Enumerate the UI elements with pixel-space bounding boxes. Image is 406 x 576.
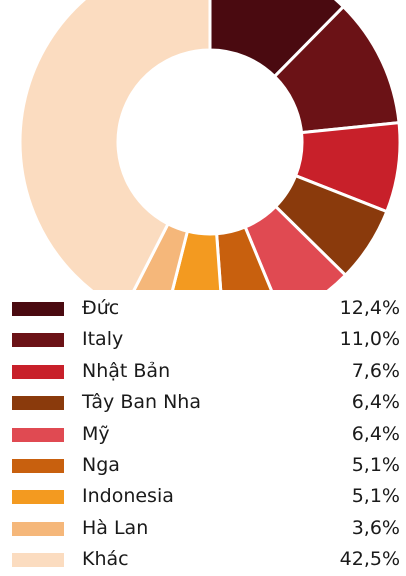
legend-label: Nhật Bản <box>82 359 171 382</box>
donut-slice-4 <box>243 204 348 290</box>
legend-label: Đức <box>82 297 120 319</box>
donut-slice-8 <box>18 0 212 290</box>
legend-swatch <box>12 427 64 442</box>
legend-label: Hà Lan <box>82 516 149 539</box>
legend-item: Nga 5,1% <box>0 450 406 481</box>
legend-label: Italy <box>82 328 124 351</box>
legend-label: Mỹ <box>82 422 110 445</box>
donut-slice-5 <box>215 225 273 290</box>
legend-value: 11,0% <box>339 328 400 351</box>
legend-swatch <box>12 553 64 568</box>
legend-value: 5,1% <box>351 453 400 476</box>
legend-item: Nhật Bản 7,6% <box>0 356 406 387</box>
legend-label: Tây Ban Nha <box>82 391 201 414</box>
legend-item: Khác 42,5% <box>0 544 406 575</box>
legend-swatch <box>12 302 64 316</box>
legend-label: Nga <box>82 453 120 476</box>
legend-item: Italy 11,0% <box>0 324 406 355</box>
legend-label: Khác <box>82 548 129 571</box>
legend-label: Indonesia <box>82 485 174 508</box>
legend-item: Đức 12,4% <box>0 293 406 324</box>
legend-value: 12,4% <box>339 297 400 319</box>
legend-item: Indonesia 5,1% <box>0 481 406 512</box>
legend-value: 42,5% <box>339 548 400 571</box>
legend-swatch <box>12 333 64 348</box>
legend-value: 3,6% <box>351 516 400 539</box>
legend-swatch <box>12 396 64 411</box>
legend-item: Hà Lan 3,6% <box>0 513 406 544</box>
legend-item: Tây Ban Nha 6,4% <box>0 387 406 418</box>
legend-swatch <box>12 458 64 473</box>
legend-value: 5,1% <box>351 485 400 508</box>
legend-swatch <box>12 521 64 536</box>
legend-value: 7,6% <box>351 359 400 382</box>
legend-value: 6,4% <box>351 391 400 414</box>
chart-legend: Đức 12,4% Italy 11,0% Nhật Bản 7,6% Tây Ban Nh… <box>0 293 406 576</box>
donut-chart <box>18 0 402 290</box>
legend-value: 6,4% <box>351 422 400 445</box>
legend-swatch <box>12 364 64 379</box>
legend-item: Mỹ 6,4% <box>0 419 406 450</box>
legend-swatch <box>12 490 64 505</box>
